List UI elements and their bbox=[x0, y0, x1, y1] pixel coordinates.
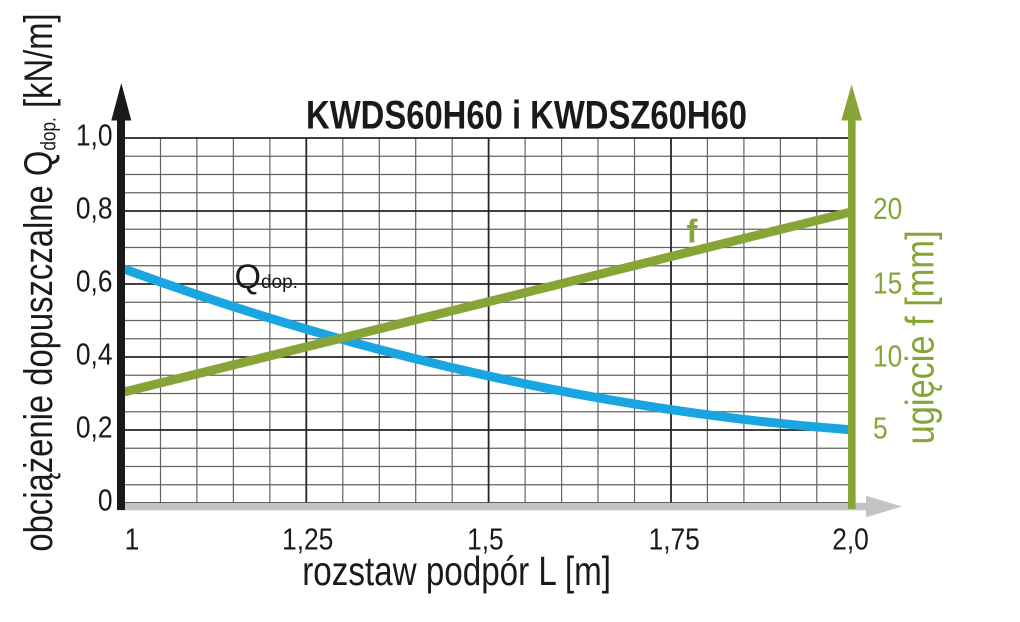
svg-text:1,0: 1,0 bbox=[76, 119, 113, 153]
svg-text:f: f bbox=[687, 212, 699, 249]
svg-text:rozstaw podpór L [m]: rozstaw podpór L [m] bbox=[302, 548, 611, 594]
svg-text:0: 0 bbox=[98, 484, 113, 518]
svg-text:10: 10 bbox=[873, 340, 902, 374]
svg-text:KWDS60H60 i KWDSZ60H60: KWDS60H60 i KWDSZ60H60 bbox=[306, 92, 747, 137]
svg-text:0,2: 0,2 bbox=[76, 411, 113, 445]
svg-text:5: 5 bbox=[873, 412, 888, 446]
svg-text:0,6: 0,6 bbox=[76, 265, 113, 299]
svg-text:0,8: 0,8 bbox=[76, 192, 113, 226]
svg-text:1,25: 1,25 bbox=[282, 523, 333, 557]
svg-text:1,5: 1,5 bbox=[467, 523, 504, 557]
svg-text:ugięcie f [mm]: ugięcie f [mm] bbox=[897, 230, 942, 444]
svg-text:2,0: 2,0 bbox=[832, 523, 869, 557]
svg-text:15: 15 bbox=[873, 266, 902, 300]
svg-text:0,4: 0,4 bbox=[76, 338, 113, 372]
svg-text:obciążenie dopuszczalne Qdop.: obciążenie dopuszczalne Qdop. [kN/m] bbox=[16, 13, 61, 551]
svg-text:1,75: 1,75 bbox=[649, 523, 700, 557]
svg-text:1: 1 bbox=[125, 523, 140, 557]
svg-text:20: 20 bbox=[873, 192, 902, 226]
